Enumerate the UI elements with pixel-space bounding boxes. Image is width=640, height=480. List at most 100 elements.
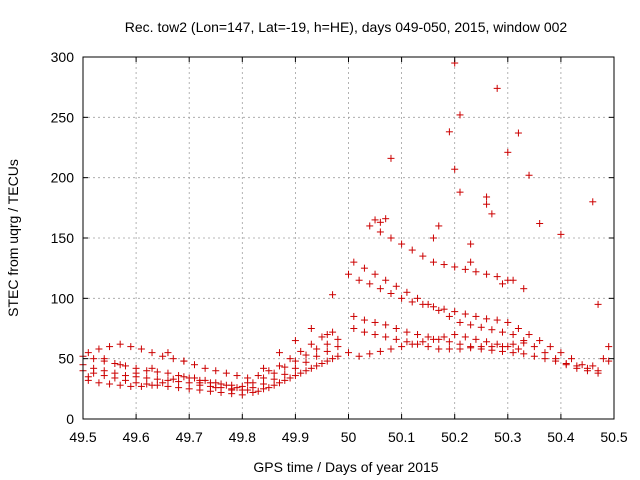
data-point [329, 355, 337, 363]
data-point [562, 359, 570, 367]
data-point [291, 364, 299, 372]
data-point [360, 316, 368, 324]
data-point [148, 381, 156, 389]
data-point [302, 367, 310, 375]
data-point [148, 364, 156, 372]
data-point [435, 345, 443, 353]
data-point [121, 362, 129, 370]
data-point [387, 290, 395, 298]
data-point [175, 378, 183, 386]
data-point [238, 382, 246, 390]
data-point [520, 339, 528, 347]
data-point [483, 315, 491, 323]
data-point [376, 228, 384, 236]
data-point [408, 246, 416, 254]
data-point [329, 291, 337, 299]
data-point [429, 234, 437, 242]
data-point [313, 345, 321, 353]
data-point [520, 350, 528, 358]
data-point [90, 355, 98, 363]
data-point [270, 369, 278, 377]
data-point [472, 335, 480, 343]
data-point [520, 285, 528, 293]
data-point [265, 367, 273, 375]
data-point [270, 375, 278, 383]
data-point [451, 165, 459, 173]
data-point [451, 263, 459, 271]
data-point [132, 379, 140, 387]
data-point [509, 340, 517, 348]
data-point [557, 349, 565, 357]
data-point [578, 361, 586, 369]
data-point [445, 312, 453, 320]
data-point [164, 349, 172, 357]
x-tick-label: 50.5 [600, 429, 627, 445]
data-point [318, 333, 326, 341]
y-tick-label: 150 [51, 230, 75, 246]
data-point [398, 240, 406, 248]
data-point [477, 343, 485, 351]
data-point [350, 258, 358, 266]
data-point [440, 305, 448, 313]
data-point [106, 380, 114, 388]
data-point [509, 276, 517, 284]
data-point [159, 352, 167, 360]
data-point [541, 349, 549, 357]
data-point [493, 84, 501, 92]
data-point [313, 352, 321, 360]
x-tick-label: 50.3 [494, 429, 521, 445]
x-tick-label: 50.2 [441, 429, 468, 445]
data-point [371, 270, 379, 278]
data-point [318, 359, 326, 367]
data-point [408, 298, 416, 306]
data-point [504, 318, 512, 326]
data-point [594, 367, 602, 375]
data-point [148, 349, 156, 357]
data-point [291, 372, 299, 380]
data-point [392, 335, 400, 343]
data-point [201, 376, 209, 384]
data-point [132, 369, 140, 377]
data-point [228, 386, 236, 394]
data-point [403, 328, 411, 336]
data-point [514, 129, 522, 137]
data-point [483, 270, 491, 278]
data-point [440, 333, 448, 341]
data-point [493, 316, 501, 324]
data-point [260, 374, 268, 382]
data-point [297, 347, 305, 355]
data-point [461, 333, 469, 341]
data-point [429, 303, 437, 311]
data-point [153, 368, 161, 376]
data-point [323, 331, 331, 339]
data-point [498, 343, 506, 351]
data-point [329, 328, 337, 336]
data-point [270, 381, 278, 389]
data-point [429, 335, 437, 343]
data-point [307, 340, 315, 348]
x-tick-label: 50.1 [388, 429, 415, 445]
data-point [403, 288, 411, 296]
data-point [313, 362, 321, 370]
data-point [445, 128, 453, 136]
data-point [143, 367, 151, 375]
data-point [498, 280, 506, 288]
data-point [334, 352, 342, 360]
data-point [350, 325, 358, 332]
data-point [424, 333, 432, 341]
x-tick-label: 50 [341, 429, 357, 445]
data-point [530, 343, 538, 351]
data-point [382, 321, 390, 329]
x-tick-label: 49.6 [122, 429, 149, 445]
data-point [180, 357, 188, 365]
data-point [483, 338, 491, 346]
x-tick-label: 49.9 [282, 429, 309, 445]
data-point [212, 367, 220, 375]
data-point [472, 268, 480, 276]
y-tick-label: 0 [66, 411, 74, 427]
data-point [222, 381, 230, 389]
data-point [180, 373, 188, 381]
data-point [488, 210, 496, 218]
data-point [286, 355, 294, 363]
